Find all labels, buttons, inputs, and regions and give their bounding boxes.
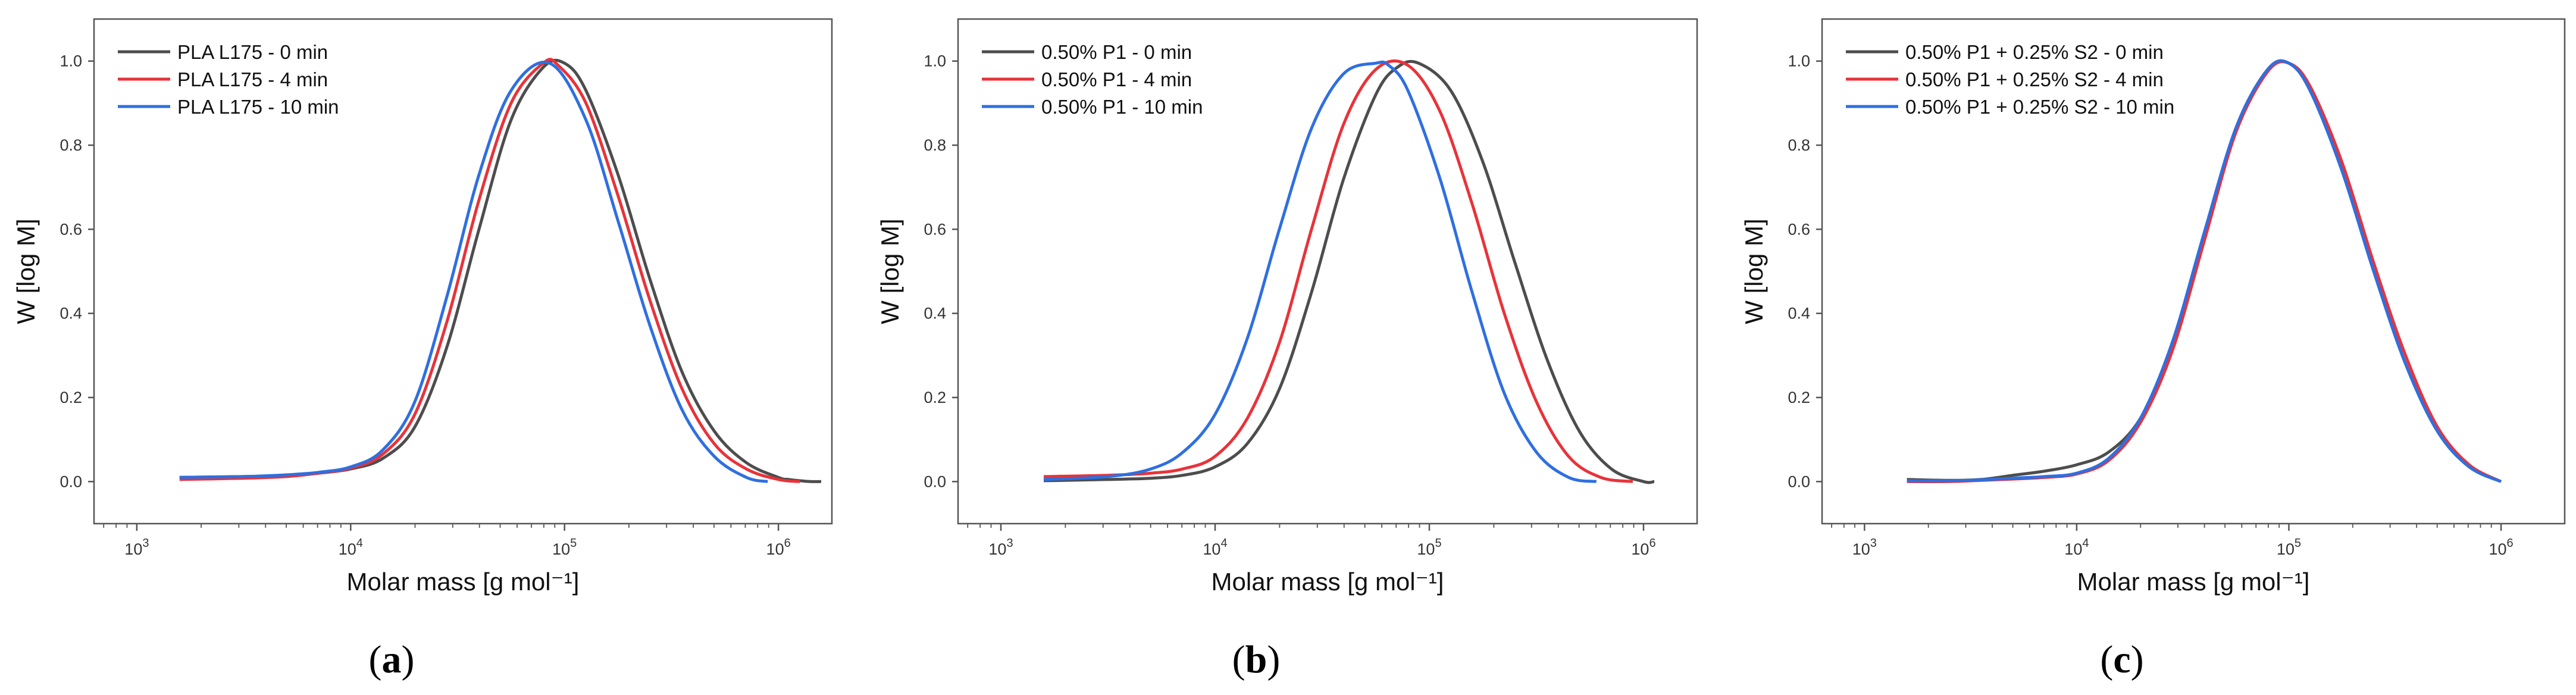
- x-tick-label: 104: [339, 537, 363, 558]
- series-line-2: [1907, 59, 2502, 483]
- y-tick-label: 0.2: [60, 389, 82, 406]
- panel-label: (c): [2100, 638, 2143, 681]
- x-tick-label: 106: [2489, 537, 2513, 558]
- y-tick-label: 0.2: [924, 389, 946, 406]
- legend-label: PLA L175 - 10 min: [177, 96, 339, 118]
- y-tick-label: 0.8: [60, 136, 82, 154]
- x-axis-label: Molar mass [g mol⁻¹]: [1212, 568, 1444, 596]
- y-tick-label: 1.0: [924, 52, 946, 70]
- x-tick-label: 105: [1417, 537, 1441, 558]
- x-tick-label: 106: [1631, 537, 1655, 558]
- x-tick-label: 104: [2064, 537, 2089, 558]
- series-line-2: [179, 61, 768, 483]
- x-tick-label: 105: [2277, 537, 2301, 558]
- legend-label: 0.50% P1 + 0.25% S2 - 10 min: [1905, 96, 2174, 118]
- y-tick-label: 0.6: [60, 220, 82, 238]
- x-axis-label: Molar mass [g mol⁻¹]: [2077, 568, 2310, 596]
- y-tick-label: 0.6: [924, 220, 946, 238]
- x-tick-label: 103: [1852, 537, 1877, 558]
- y-axis-label: W [log M]: [12, 218, 40, 324]
- series-line-1: [1043, 59, 1633, 483]
- y-tick-label: 0.4: [924, 305, 946, 323]
- panel-label: (b): [1232, 638, 1281, 681]
- y-axis-label: W [log M]: [876, 218, 904, 324]
- series-line-0: [179, 58, 822, 483]
- y-tick-label: 0.0: [1788, 472, 1810, 490]
- legend-label: 0.50% P1 - 4 min: [1041, 68, 1192, 90]
- y-tick-label: 0.8: [924, 136, 946, 154]
- x-axis-label: Molar mass [g mol⁻¹]: [347, 568, 580, 596]
- plot-frame: [1821, 18, 2566, 525]
- y-tick-label: 0.4: [1788, 305, 1810, 323]
- plot-frame: [93, 18, 833, 525]
- x-tick-label: 106: [766, 537, 791, 558]
- legend-label: PLA L175 - 0 min: [177, 41, 328, 63]
- panel-label: (a): [369, 638, 415, 681]
- x-tick-label: 105: [552, 537, 577, 558]
- series-line-0: [1043, 60, 1655, 484]
- legend-label: 0.50% P1 - 10 min: [1041, 96, 1203, 118]
- legend-label: 0.50% P1 + 0.25% S2 - 0 min: [1905, 41, 2164, 63]
- plot-frame: [957, 18, 1698, 525]
- y-tick-label: 0.8: [1788, 136, 1810, 154]
- y-tick-label: 1.0: [60, 52, 82, 70]
- series-line-0: [1907, 59, 2502, 483]
- series-line-1: [1907, 60, 2502, 483]
- legend-label: 0.50% P1 - 0 min: [1041, 41, 1192, 63]
- x-tick-label: 103: [988, 537, 1013, 558]
- legend-label: PLA L175 - 4 min: [177, 68, 328, 90]
- chart-panel-c: 0.0 0.2 0.4 0.6 0.8 1.0 103 104 105 106 Molar mass…: [1740, 18, 2566, 681]
- legend-label: 0.50% P1 + 0.25% S2 - 4 min: [1905, 68, 2164, 90]
- x-tick-label: 103: [124, 537, 149, 558]
- y-tick-label: 0.6: [1788, 220, 1810, 238]
- series-line-2: [1043, 60, 1597, 483]
- y-tick-label: 0.2: [1788, 389, 1810, 406]
- chart-panel-b: 0.0 0.2 0.4 0.6 0.8 1.0 103 104 105 106 Molar mass…: [876, 18, 1698, 681]
- chart-panel-a: 0.0 0.2 0.4 0.6 0.8 1.0 103 104 105 106 Molar mass…: [12, 18, 833, 681]
- y-tick-label: 1.0: [1788, 52, 1810, 70]
- y-axis-label: W [log M]: [1740, 218, 1768, 324]
- y-tick-label: 0.4: [60, 305, 82, 323]
- x-tick-label: 104: [1203, 537, 1227, 558]
- y-tick-label: 0.0: [60, 472, 82, 490]
- y-tick-label: 0.0: [924, 472, 946, 490]
